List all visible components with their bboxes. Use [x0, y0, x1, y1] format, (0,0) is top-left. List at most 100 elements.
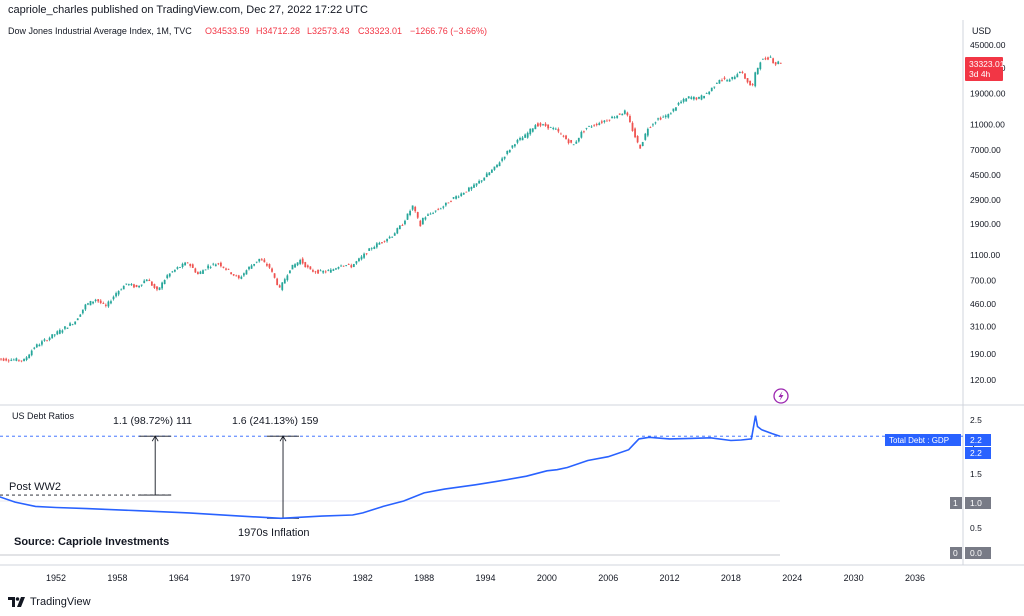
candle-body	[692, 96, 695, 100]
candle-body	[485, 173, 488, 178]
candle-body	[324, 271, 327, 273]
candle-body	[695, 97, 698, 100]
time-tick-label: 1976	[291, 573, 311, 583]
candle-body	[237, 275, 240, 279]
value-tag-2-text: 2.2	[970, 448, 982, 458]
candle-body	[557, 128, 560, 132]
ohlc-high: H34712.28	[256, 26, 300, 36]
candle-body	[94, 299, 97, 302]
ohlc-open: O34533.59	[205, 26, 250, 36]
candle-body	[774, 62, 777, 65]
candle-body	[452, 197, 455, 199]
footer-brand: TradingView	[30, 596, 91, 608]
lightning-icon[interactable]	[773, 388, 789, 404]
candle-body	[294, 264, 296, 268]
price-tick-label: 7000.00	[970, 145, 1001, 155]
candle-body	[304, 262, 307, 268]
candle-body	[490, 169, 493, 173]
level-1-value-tag	[965, 497, 991, 509]
measure-1-label: 1.1 (98.72%) 111	[113, 415, 192, 427]
candle-body	[764, 58, 767, 60]
candle-body	[721, 79, 723, 81]
candle-body	[444, 202, 447, 206]
candle-body	[738, 72, 741, 73]
price-tick-label: 120.00	[970, 375, 996, 385]
price-tick-label: 45000.00	[970, 40, 1006, 50]
candle-body	[350, 265, 353, 268]
candle-body	[273, 273, 276, 278]
candle-body	[432, 213, 434, 215]
candle-body	[429, 213, 432, 215]
candle-body	[659, 117, 662, 120]
price-tick-label: 2900.00	[970, 195, 1001, 205]
candle-body	[43, 339, 46, 341]
time-tick-label: 2036	[905, 573, 925, 583]
candle-body	[150, 281, 153, 286]
post-ww2-label: Post WW2	[9, 481, 61, 493]
candle-body	[296, 262, 299, 266]
candle-body	[710, 87, 713, 92]
candle-body	[283, 279, 286, 284]
candle-body	[161, 282, 163, 289]
candle-body	[360, 256, 363, 260]
candle-body	[526, 132, 529, 138]
candle-body	[493, 166, 496, 170]
candle-body	[12, 359, 15, 361]
candle-body	[570, 140, 573, 143]
price-tick-label: 310.00	[970, 321, 996, 331]
candle-body	[306, 265, 309, 268]
candle-body	[531, 128, 534, 132]
candle-body	[654, 122, 657, 124]
candle-body	[196, 272, 199, 275]
candle-body	[163, 279, 166, 285]
candle-body	[577, 137, 580, 142]
candle-body	[580, 131, 583, 138]
candle-body	[243, 273, 245, 276]
candle-body	[214, 264, 217, 267]
candle-body	[112, 296, 115, 300]
candle-body	[337, 267, 340, 269]
candle-body	[386, 239, 388, 242]
candle-body	[10, 359, 13, 361]
candle-body	[703, 95, 705, 99]
candle-body	[107, 301, 110, 307]
source-label: Source: Capriole Investments	[14, 536, 169, 548]
candle-body	[46, 340, 48, 342]
candle-body	[25, 357, 28, 360]
candle-body	[312, 270, 314, 272]
chart-svg[interactable]: Dow Jones Industrial Average Index, 1M, …	[0, 20, 1024, 590]
candle-body	[467, 187, 470, 192]
candle-body	[240, 276, 243, 279]
candle-body	[470, 186, 473, 190]
candle-body	[148, 280, 151, 282]
candle-body	[393, 233, 396, 236]
candle-body	[191, 264, 194, 268]
footer[interactable]: TradingView	[8, 596, 91, 608]
candle-body	[365, 253, 368, 255]
candle-body	[383, 240, 386, 242]
candle-body	[641, 142, 644, 147]
candle-body	[127, 283, 130, 285]
candle-body	[718, 79, 721, 84]
candle-body	[235, 275, 238, 277]
candle-body	[736, 74, 739, 78]
candle-body	[672, 108, 675, 112]
time-tick-label: 2024	[782, 573, 802, 583]
ratio-tick-label: 0.5	[970, 523, 982, 533]
candle-body	[749, 80, 752, 86]
candle-body	[340, 265, 342, 267]
candle-body	[260, 259, 263, 261]
ratio-tick-label: 2.5	[970, 415, 982, 425]
candle-body	[460, 193, 463, 196]
candle-body	[741, 71, 744, 73]
candle-body	[352, 263, 355, 267]
series-label-text: Total Debt : GDP	[889, 436, 949, 445]
candle-body	[358, 258, 360, 262]
candle-body	[514, 144, 516, 147]
candle-body	[675, 107, 677, 111]
candle-body	[473, 184, 475, 188]
candle-body	[176, 267, 179, 269]
candle-body	[552, 128, 555, 129]
candle-body	[501, 158, 504, 161]
candle-body	[202, 270, 204, 274]
